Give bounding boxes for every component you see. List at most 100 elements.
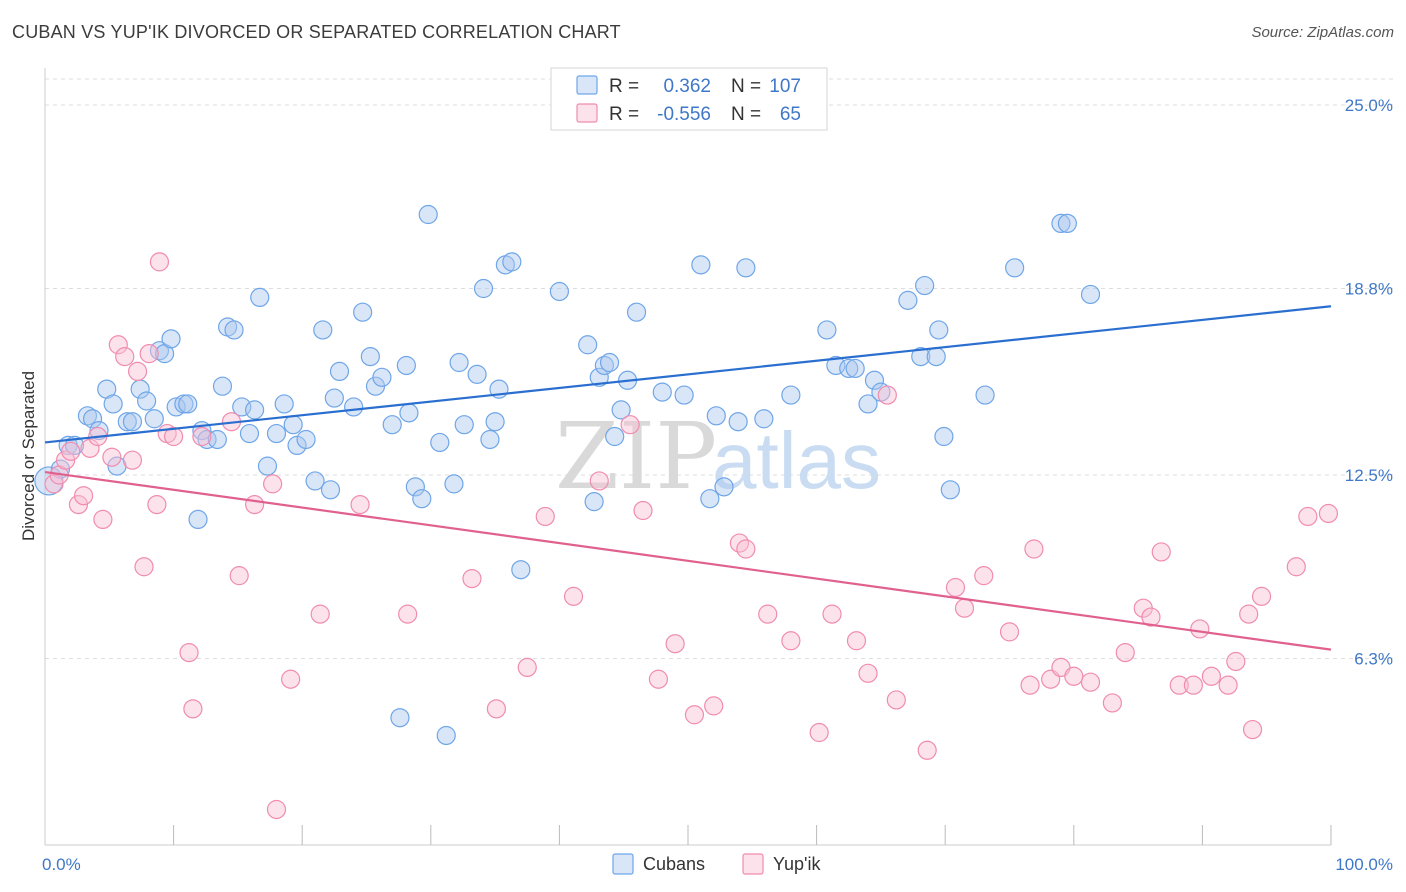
data-point-cubans: [161, 329, 181, 349]
data-point-cubans: [239, 423, 260, 444]
data-point-cubans: [511, 560, 531, 580]
data-point-cubans: [911, 347, 931, 367]
data-point-yupik: [127, 361, 148, 381]
data-point-cubans: [691, 255, 711, 275]
data-point-yupik: [633, 500, 653, 521]
legend-n-label-yupik: N =: [731, 104, 761, 125]
data-point-cubans: [122, 412, 143, 432]
data-point-cubans: [549, 281, 570, 302]
data-point-yupik: [1151, 542, 1171, 562]
data-point-cubans: [594, 355, 615, 376]
series-legend-label-yupik: Yup'ik: [773, 854, 821, 874]
data-point-cubans: [940, 480, 960, 500]
data-point-yupik: [999, 622, 1020, 642]
data-point-cubans: [839, 358, 859, 379]
data-point-yupik: [149, 252, 170, 272]
legend-n-label-cubans: N =: [731, 76, 761, 97]
data-point-yupik: [55, 450, 76, 470]
data-point-cubans: [652, 382, 672, 402]
watermark-zip: ZIP: [555, 403, 717, 510]
data-point-yupik: [486, 699, 506, 719]
data-point-cubans: [817, 320, 837, 340]
data-point-cubans: [166, 397, 186, 417]
chart-title: CUBAN VS YUP'IK DIVORCED OR SEPARATED CO…: [12, 22, 621, 42]
data-point-cubans: [473, 278, 494, 299]
source-credit: Source: ZipAtlas.com: [1251, 24, 1394, 41]
data-point-cubans: [480, 429, 500, 450]
data-point-cubans: [405, 477, 425, 497]
data-point-cubans: [296, 429, 316, 450]
data-point-cubans: [257, 456, 278, 476]
legend-n-value-yupik: 65: [780, 104, 801, 125]
data-point-yupik: [266, 799, 287, 820]
trend-line-yupik: [44, 470, 1332, 651]
data-point-yupik: [73, 486, 94, 506]
data-point-yupik: [809, 722, 829, 743]
data-point-cubans: [449, 352, 469, 373]
data-point-yupik: [1201, 666, 1222, 686]
data-point-yupik: [704, 696, 724, 716]
data-point-yupik: [102, 447, 122, 467]
data-point-cubans: [485, 412, 505, 432]
data-point-cubans: [320, 480, 341, 500]
legend-swatch-yupik: [576, 103, 598, 123]
data-point-yupik: [886, 690, 906, 710]
data-point-yupik: [781, 631, 801, 651]
data-point-yupik: [183, 699, 203, 719]
y-tick-label: 6.3%: [1354, 650, 1393, 669]
data-point-yupik: [648, 669, 669, 689]
data-point-yupik: [139, 344, 159, 364]
data-point-cubans: [250, 287, 270, 307]
data-point-yupik: [229, 566, 249, 586]
data-point-cubans: [360, 347, 380, 367]
data-point-cubans: [1080, 284, 1101, 305]
data-point-yupik: [462, 568, 482, 589]
data-point-yupik: [263, 474, 283, 494]
data-point-cubans: [77, 406, 98, 426]
data-point-cubans: [418, 204, 438, 225]
data-point-yupik: [1183, 675, 1203, 695]
data-point-cubans: [103, 394, 123, 414]
data-point-cubans: [605, 426, 625, 447]
data-point-cubans: [584, 492, 604, 512]
data-point-yupik: [858, 663, 878, 683]
legend-n-value-cubans: 107: [769, 76, 801, 97]
data-point-cubans: [144, 409, 164, 429]
data-point-cubans: [324, 388, 344, 408]
data-point-cubans: [390, 708, 410, 728]
data-point-cubans: [454, 415, 474, 435]
data-point-cubans: [136, 391, 157, 411]
data-point-yupik: [945, 577, 966, 598]
data-point-yupik: [1286, 557, 1306, 577]
data-point-cubans: [975, 385, 995, 405]
data-point-yupik: [164, 426, 184, 447]
x-axis-ticks: 0.0% 100.0%: [42, 825, 1393, 874]
legend-r-value-cubans: 0.362: [663, 76, 711, 97]
legend-r-label-yupik: R =: [609, 104, 639, 125]
data-point-yupik: [517, 657, 537, 678]
series-cubans: [34, 204, 1101, 746]
data-point-yupik: [1226, 651, 1246, 672]
data-point-cubans: [444, 474, 464, 494]
data-point-cubans: [736, 258, 756, 278]
data-point-cubans: [89, 421, 109, 441]
data-point-cubans: [382, 415, 402, 435]
data-point-cubans: [372, 367, 392, 387]
data-point-yupik: [1298, 506, 1318, 527]
data-point-yupik: [245, 495, 265, 515]
data-point-cubans: [212, 376, 233, 396]
data-point-cubans: [781, 385, 801, 405]
data-point-cubans: [396, 355, 416, 376]
data-point-cubans: [858, 394, 878, 414]
data-point-cubans: [430, 432, 450, 453]
data-point-yupik: [68, 495, 89, 515]
data-point-cubans: [399, 403, 419, 423]
data-point-yupik: [620, 415, 640, 435]
data-point-cubans: [188, 509, 208, 530]
data-point-cubans: [626, 302, 647, 322]
data-point-cubans: [344, 397, 364, 417]
data-point-yupik: [974, 566, 994, 586]
data-point-cubans: [436, 725, 456, 746]
trend-line-cubans: [44, 305, 1332, 444]
